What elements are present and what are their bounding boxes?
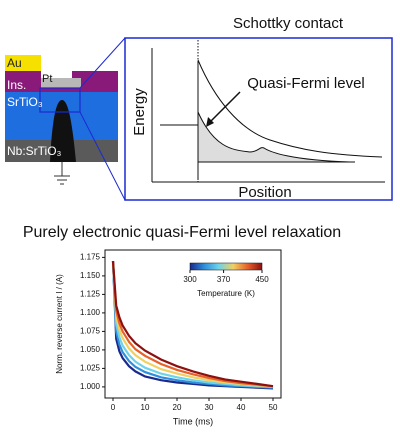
x-tick-label: 30 bbox=[205, 403, 214, 412]
band bbox=[197, 111, 351, 163]
x-tick-label: 0 bbox=[111, 403, 116, 412]
label-au: Au bbox=[7, 56, 22, 70]
label-pt: Pt bbox=[42, 73, 52, 85]
pt-layer bbox=[41, 78, 81, 88]
y-tick-label: 1.175 bbox=[80, 253, 101, 262]
depletion-dome bbox=[50, 100, 76, 162]
label-ins: Ins. bbox=[7, 78, 26, 92]
fill bbox=[198, 112, 350, 162]
x-tick-label: 10 bbox=[141, 403, 150, 412]
x-tick-label: 40 bbox=[237, 403, 246, 412]
band bbox=[197, 59, 383, 158]
y-tick-label: 1.075 bbox=[80, 327, 101, 336]
y-tick-label: 1.000 bbox=[80, 382, 101, 391]
series-line bbox=[111, 261, 274, 388]
y-tick-label: 1.050 bbox=[80, 345, 101, 354]
y-tick-label: 1.150 bbox=[80, 271, 101, 280]
panel-frame bbox=[124, 37, 393, 201]
x-axis-label: Time (ms) bbox=[173, 416, 213, 426]
label-srtio3: SrTiO₃ bbox=[7, 95, 43, 109]
y-axis-label: Norm. reverse current I / (A) bbox=[55, 274, 64, 374]
annotation: Quasi-Fermi level bbox=[247, 75, 365, 92]
x-tick-label: 50 bbox=[269, 403, 278, 412]
panel-ylabel: Energy bbox=[131, 88, 148, 136]
au-layer bbox=[5, 55, 41, 73]
y-tick-label: 1.125 bbox=[80, 290, 101, 299]
series-line bbox=[111, 261, 274, 388]
zoom-box bbox=[39, 87, 81, 113]
colorbar-tick-label: 370 bbox=[217, 275, 231, 284]
x-tick-label: 20 bbox=[173, 403, 182, 412]
colorbar-tick-label: 300 bbox=[183, 275, 197, 284]
arrow-head bbox=[206, 117, 214, 127]
zoom-line bbox=[79, 111, 126, 201]
series-line bbox=[111, 261, 274, 388]
plot-frame bbox=[104, 249, 282, 399]
colorbar-tick-label: 450 bbox=[255, 275, 269, 284]
y-tick-label: 1.025 bbox=[80, 364, 101, 373]
zoom-line bbox=[79, 37, 126, 89]
panel-xlabel: Position bbox=[238, 184, 291, 201]
colorbar bbox=[189, 262, 263, 271]
colorbar-label: Temperature (K) bbox=[197, 289, 255, 298]
panel-title: Schottky contact bbox=[233, 15, 344, 32]
chart: Purely electronic quasi-Fermi level rela… bbox=[23, 224, 341, 426]
arrow bbox=[208, 91, 241, 124]
label-nb: Nb:SrTiO₃ bbox=[7, 144, 62, 158]
y-tick-label: 1.100 bbox=[80, 308, 101, 317]
chart-title: Purely electronic quasi-Fermi level rela… bbox=[23, 224, 341, 241]
